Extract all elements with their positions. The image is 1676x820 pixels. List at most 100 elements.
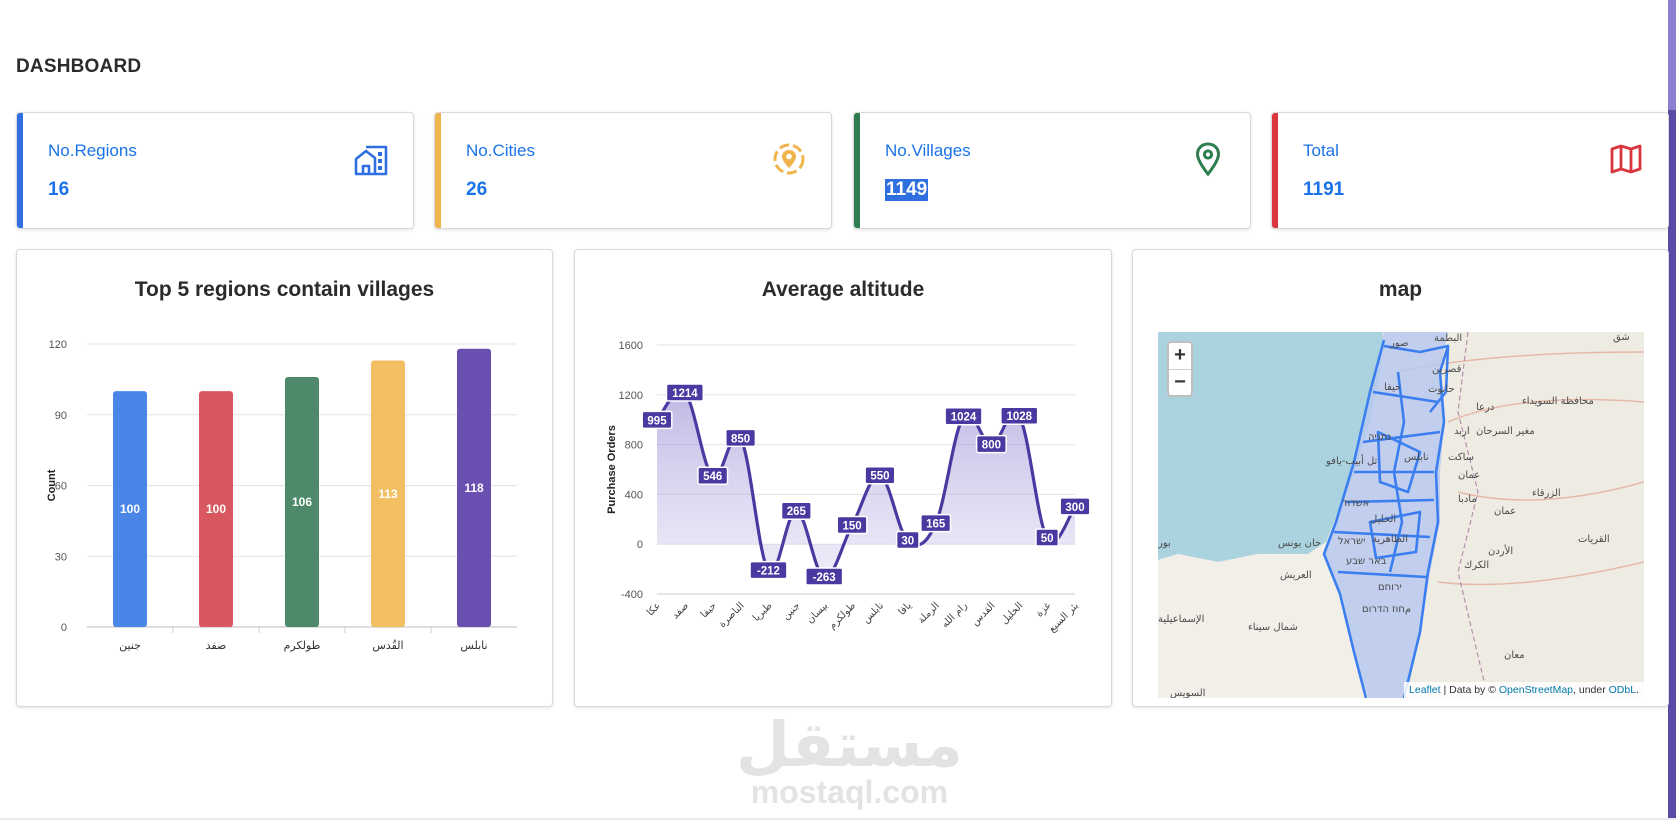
svg-text:مادبا: مادبا [1458,494,1477,505]
panel-average-altitude: Average altitude -400 0 400 800 1200 1600 Purc… [574,249,1112,707]
data-label: 850 [731,433,750,445]
y-tick-label: 60 [55,481,67,493]
svg-text:عمان: عمان [1494,506,1516,517]
data-label-group: 300 [1059,497,1091,516]
svg-text:صور: صور [1389,338,1409,349]
data-label-group: 850 [725,428,757,448]
leaflet-link[interactable]: Leaflet [1409,684,1441,696]
data-label: 550 [870,471,889,483]
stat-label: No.Villages [885,141,971,160]
odbl-link[interactable]: ODbL [1608,684,1637,696]
panel-map: map صور البطمة شق قصرين حيفا حانوت درعا محافظ… [1132,249,1669,707]
x-tick-label: طولكرم [827,600,858,631]
x-tick-label: الناصرة [717,600,747,630]
zoom-out-button[interactable]: − [1169,369,1191,395]
data-label: 1214 [672,388,698,400]
map-tiles[interactable]: صور البطمة شق قصرين حيفا حانوت درعا محافظة ال… [1158,332,1644,698]
data-label: 1028 [1006,411,1032,423]
watermark: مستقل mostaql.com [736,714,963,810]
x-tick-label: القدس [970,600,998,628]
card-accent-bar [854,113,860,228]
building-icon [354,145,388,176]
attribution-text: | Data by © [1440,684,1499,696]
x-tick-label: غزة [1034,600,1053,619]
svg-text:بور: بور [1158,538,1171,549]
data-label-box [805,567,844,586]
data-label-box [836,515,868,535]
x-tick-label: صفد [670,600,691,621]
data-label: 995 [647,415,667,427]
map-zoom-control: + − [1167,341,1193,397]
svg-text:الظاهرية: الظاهرية [1372,534,1408,545]
scrollbar-thumb[interactable] [1668,0,1676,110]
y-tick-label: 30 [55,551,67,563]
bar-chart: 0 30 60 90 120 Count 100 جنين 100 صفد 106 طولكرم 113… [46,339,517,652]
y-tick-label: 120 [49,339,67,351]
attribution-text: , under [1573,684,1609,696]
svg-text:حيفا: حيفا [1384,382,1401,393]
y-tick-label: 800 [625,440,643,452]
bar [199,391,233,627]
bar [285,377,319,627]
data-label-group: 150 [836,515,868,535]
chart-title: Top 5 regions contain villages [134,278,435,301]
bar-value-label: 106 [292,495,312,509]
zoom-in-button[interactable]: + [1174,344,1186,366]
x-tick-label: جنين [119,639,141,652]
x-tick-label: يافا [896,600,914,618]
data-label-box [780,501,812,520]
data-label-group: 800 [975,434,1007,454]
map-view[interactable]: صور البطمة شق قصرين حيفا حانوت درعا محافظة ال… [1158,332,1644,698]
data-label: 546 [703,471,722,483]
svg-text:خان يونس: خان يونس [1278,538,1321,549]
x-tick-label: عكا [645,600,663,618]
svg-text:العريش: العريش [1280,570,1312,581]
x-tick-label: الرملة [916,600,942,626]
data-label: 150 [842,521,861,533]
x-tick-label: رام الله [940,600,970,630]
y-tick-label: 0 [61,622,67,634]
data-label-box [864,465,896,485]
x-tick-label: بيسان [805,600,831,626]
window-right-edge [1668,0,1676,820]
land-sinai [1158,542,1368,698]
data-label-group: 1028 [1000,406,1039,425]
data-label: -263 [813,572,836,584]
page-title: DASHBOARD [16,56,142,77]
stat-card-cities: No.Cities 26 [434,112,832,229]
svg-text:معان: معان [1504,650,1525,661]
stat-card-total: Total 1191 [1271,112,1669,229]
map-attribution: Leaflet | Data by © OpenStreetMap, under… [1404,682,1644,698]
data-label-box [944,406,983,426]
card-accent-bar [435,113,441,228]
svg-text:عمان: عمان [1458,470,1480,481]
svg-text:ישראל: ישראל [1338,536,1365,547]
data-label-box [641,410,673,430]
card-accent-bar [1272,113,1278,228]
data-label-group: 165 [920,513,952,533]
x-tick-label: صفد [206,639,227,652]
map-pin-icon [1195,142,1221,177]
svg-text:ירוחם: ירוחם [1378,582,1402,593]
data-label-group: -212 [749,560,788,580]
data-label-box [725,428,757,448]
stat-value: 1191 [1303,179,1345,200]
stat-value: 26 [466,179,488,200]
y-tick-label: 90 [55,410,67,422]
svg-text:אשדוד: אשדוד [1342,498,1369,509]
region-overlay [1324,332,1448,698]
svg-text:נתניה: נתניה [1368,432,1391,443]
data-label-box [920,513,952,533]
svg-text:الزرقاء: الزرقاء [1532,488,1561,499]
panel-top-regions: Top 5 regions contain villages 0 30 60 90 12… [16,249,553,707]
x-tick-label: بئر السبع [1047,600,1081,634]
y-tick-label: 400 [625,489,643,501]
openstreetmap-link[interactable]: OpenStreetMap [1498,684,1574,696]
data-label-box [665,383,705,402]
data-label: 300 [1065,502,1084,514]
svg-text:באר שבע: באר שבע [1346,556,1387,567]
svg-text:السويس: السويس [1170,688,1205,698]
y-axis-label: Count [46,469,58,501]
svg-text:اربد: اربد [1454,426,1470,437]
svg-text:الكرك: الكرك [1464,560,1489,571]
